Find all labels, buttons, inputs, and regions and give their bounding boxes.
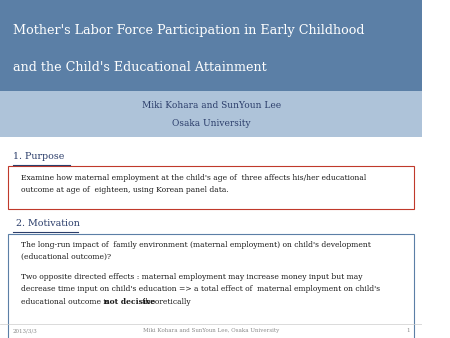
FancyBboxPatch shape bbox=[0, 0, 422, 91]
Text: The long-run impact of  family environment (maternal employment) on child's deve: The long-run impact of family environmen… bbox=[21, 241, 371, 261]
Text: Examine how maternal employment at the child's age of  three affects his/her edu: Examine how maternal employment at the c… bbox=[21, 174, 366, 194]
Text: Osaka University: Osaka University bbox=[172, 119, 250, 128]
Text: 2. Motivation: 2. Motivation bbox=[13, 219, 80, 228]
Text: and the Child's Educational Attainment: and the Child's Educational Attainment bbox=[13, 61, 266, 74]
Text: 2013/3/3: 2013/3/3 bbox=[13, 328, 37, 333]
Text: 1: 1 bbox=[406, 328, 410, 333]
Text: Two opposite directed effects : maternal employment may increase money input but: Two opposite directed effects : maternal… bbox=[21, 273, 380, 293]
FancyBboxPatch shape bbox=[0, 137, 422, 324]
FancyBboxPatch shape bbox=[0, 91, 422, 137]
Text: 1. Purpose: 1. Purpose bbox=[13, 152, 64, 161]
Text: not decisive: not decisive bbox=[104, 298, 156, 306]
FancyBboxPatch shape bbox=[9, 234, 414, 338]
Text: Mother's Labor Force Participation in Early Childhood: Mother's Labor Force Participation in Ea… bbox=[13, 24, 364, 37]
FancyBboxPatch shape bbox=[9, 166, 414, 209]
Text: theoretically: theoretically bbox=[140, 298, 191, 306]
Text: educational outcome is: educational outcome is bbox=[21, 298, 112, 306]
Text: Miki Kohara and SunYoun Lee, Osaka University: Miki Kohara and SunYoun Lee, Osaka Unive… bbox=[143, 328, 279, 333]
Text: Miki Kohara and SunYoun Lee: Miki Kohara and SunYoun Lee bbox=[142, 101, 281, 110]
